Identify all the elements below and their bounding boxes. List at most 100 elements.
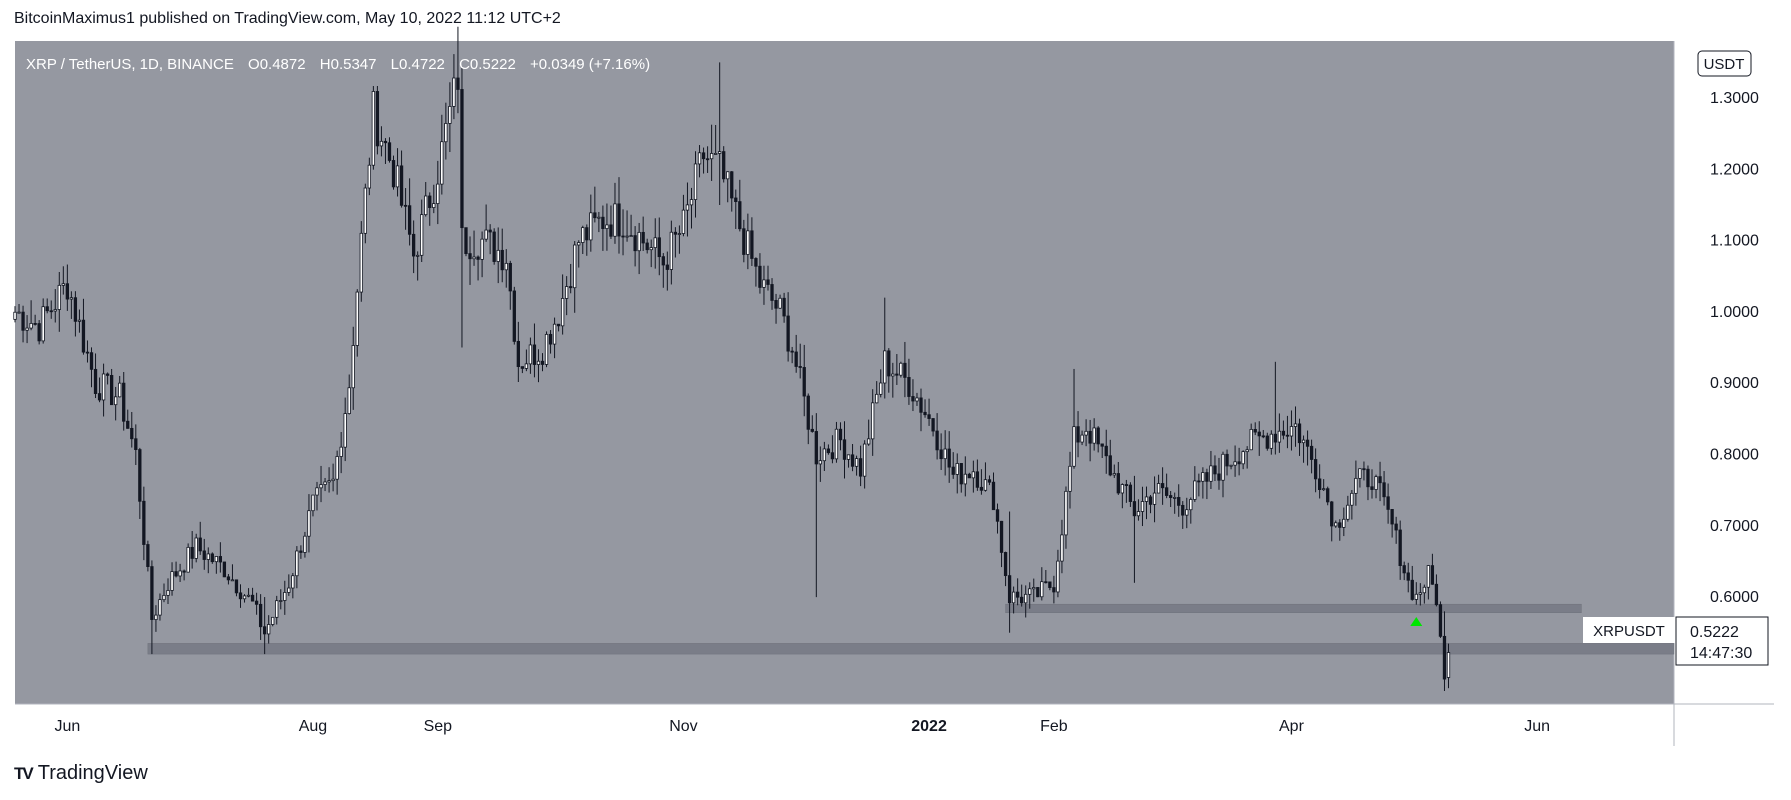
price-tick-label: 1.0000: [1710, 304, 1759, 321]
candle-up: [395, 165, 400, 188]
candle-down: [1309, 445, 1314, 460]
candle-up: [629, 235, 633, 237]
candle-down: [1305, 439, 1310, 447]
candle-down: [174, 571, 178, 577]
candle-down: [786, 315, 790, 352]
candle-down: [383, 140, 388, 144]
candle-down: [399, 165, 404, 206]
candle-down: [1197, 480, 1201, 483]
candle-down: [476, 256, 480, 260]
candle-down: [887, 350, 891, 377]
candle-up: [1241, 451, 1245, 465]
candle-up: [822, 448, 827, 462]
candle-down: [609, 224, 613, 237]
candle-down: [464, 227, 468, 255]
candle-down: [556, 323, 561, 327]
candle-down: [122, 382, 126, 422]
candle-down: [1108, 455, 1112, 476]
price-axis-pane[interactable]: [1674, 41, 1774, 704]
candle-up: [943, 448, 947, 460]
candle-down: [722, 151, 726, 180]
time-axis-pane[interactable]: [15, 704, 1774, 746]
candle-down: [238, 592, 243, 600]
candle-down: [134, 438, 138, 450]
candle-up: [552, 323, 557, 345]
candle-down: [802, 367, 806, 397]
candle-down: [150, 566, 154, 620]
candle-down: [1177, 497, 1181, 506]
candles: [13, 26, 1451, 691]
candle-up: [544, 333, 549, 365]
candle-down: [927, 414, 931, 419]
candle-up: [697, 152, 702, 165]
candle-down: [1088, 430, 1092, 444]
currency-button[interactable]: USDT: [1697, 50, 1752, 77]
candle-up: [879, 382, 883, 395]
candle-down: [254, 600, 259, 605]
candle-up: [194, 537, 198, 559]
candle-down: [734, 197, 738, 203]
candle-down: [1442, 635, 1447, 680]
price-tick-labels: 1.3000 1.2000 1.1000 1.0000 0.9000 0.8000 0.70…: [1710, 90, 1759, 606]
candle-up: [891, 373, 895, 377]
candle-down: [991, 481, 996, 511]
candle-up: [834, 428, 839, 460]
candle-up: [963, 473, 967, 485]
candle-down: [109, 375, 114, 406]
legend-high-value: 0.5347: [331, 56, 377, 73]
candle-up: [1342, 518, 1346, 528]
price-tick-label: 0.8000: [1710, 446, 1759, 463]
candle-up: [605, 224, 609, 229]
candle-down: [1160, 483, 1165, 489]
candle-up: [983, 479, 988, 491]
plot-pane[interactable]: [15, 41, 1674, 704]
publisher-line: BitcoinMaximus1 published on TradingView…: [14, 10, 561, 27]
candle-up: [1374, 476, 1378, 490]
candle-down: [1169, 495, 1173, 498]
candle-down: [830, 452, 835, 460]
candle-down: [222, 561, 227, 578]
candle-down: [492, 231, 496, 262]
candle-down: [411, 233, 416, 257]
price-tick-label: 1.2000: [1710, 161, 1759, 178]
candle-down: [730, 171, 734, 199]
candle-down: [1390, 509, 1394, 525]
candle-up: [1422, 586, 1426, 594]
candle-down: [657, 237, 661, 258]
price-tick-label: 1.1000: [1710, 233, 1759, 250]
candle-up: [1322, 488, 1326, 491]
price-tick-label: 0.9000: [1710, 375, 1759, 392]
candle-up: [17, 311, 21, 314]
candle-down: [842, 439, 847, 460]
time-tick-label: Jun: [54, 718, 80, 735]
candle-down: [1076, 426, 1080, 443]
candle-up: [1277, 430, 1282, 443]
candle-down: [89, 352, 94, 370]
candle-up: [452, 77, 456, 107]
candle-up: [315, 487, 319, 496]
candle-up: [118, 382, 122, 398]
time-tick-label: Jun: [1524, 718, 1550, 735]
candle-up: [565, 286, 569, 299]
candle-up: [154, 614, 158, 620]
candle-up: [1068, 465, 1072, 492]
candle-up: [496, 249, 500, 262]
candle-up: [1221, 453, 1225, 481]
candle-down: [766, 279, 770, 285]
price-tick-label: 0.6000: [1710, 589, 1759, 606]
candle-up: [291, 575, 295, 589]
candle-up: [685, 204, 690, 211]
candle-down: [782, 297, 786, 317]
support-zones: [147, 603, 1675, 655]
candle-up: [1185, 509, 1189, 516]
candle-down: [1338, 522, 1342, 528]
candle-up: [875, 393, 879, 404]
candle-up: [424, 195, 428, 216]
candle-up: [267, 624, 271, 635]
candle-down: [790, 350, 794, 353]
candle-up: [279, 600, 283, 602]
candle-down: [146, 544, 150, 567]
candle-up: [158, 599, 162, 616]
candle-up: [343, 413, 347, 448]
